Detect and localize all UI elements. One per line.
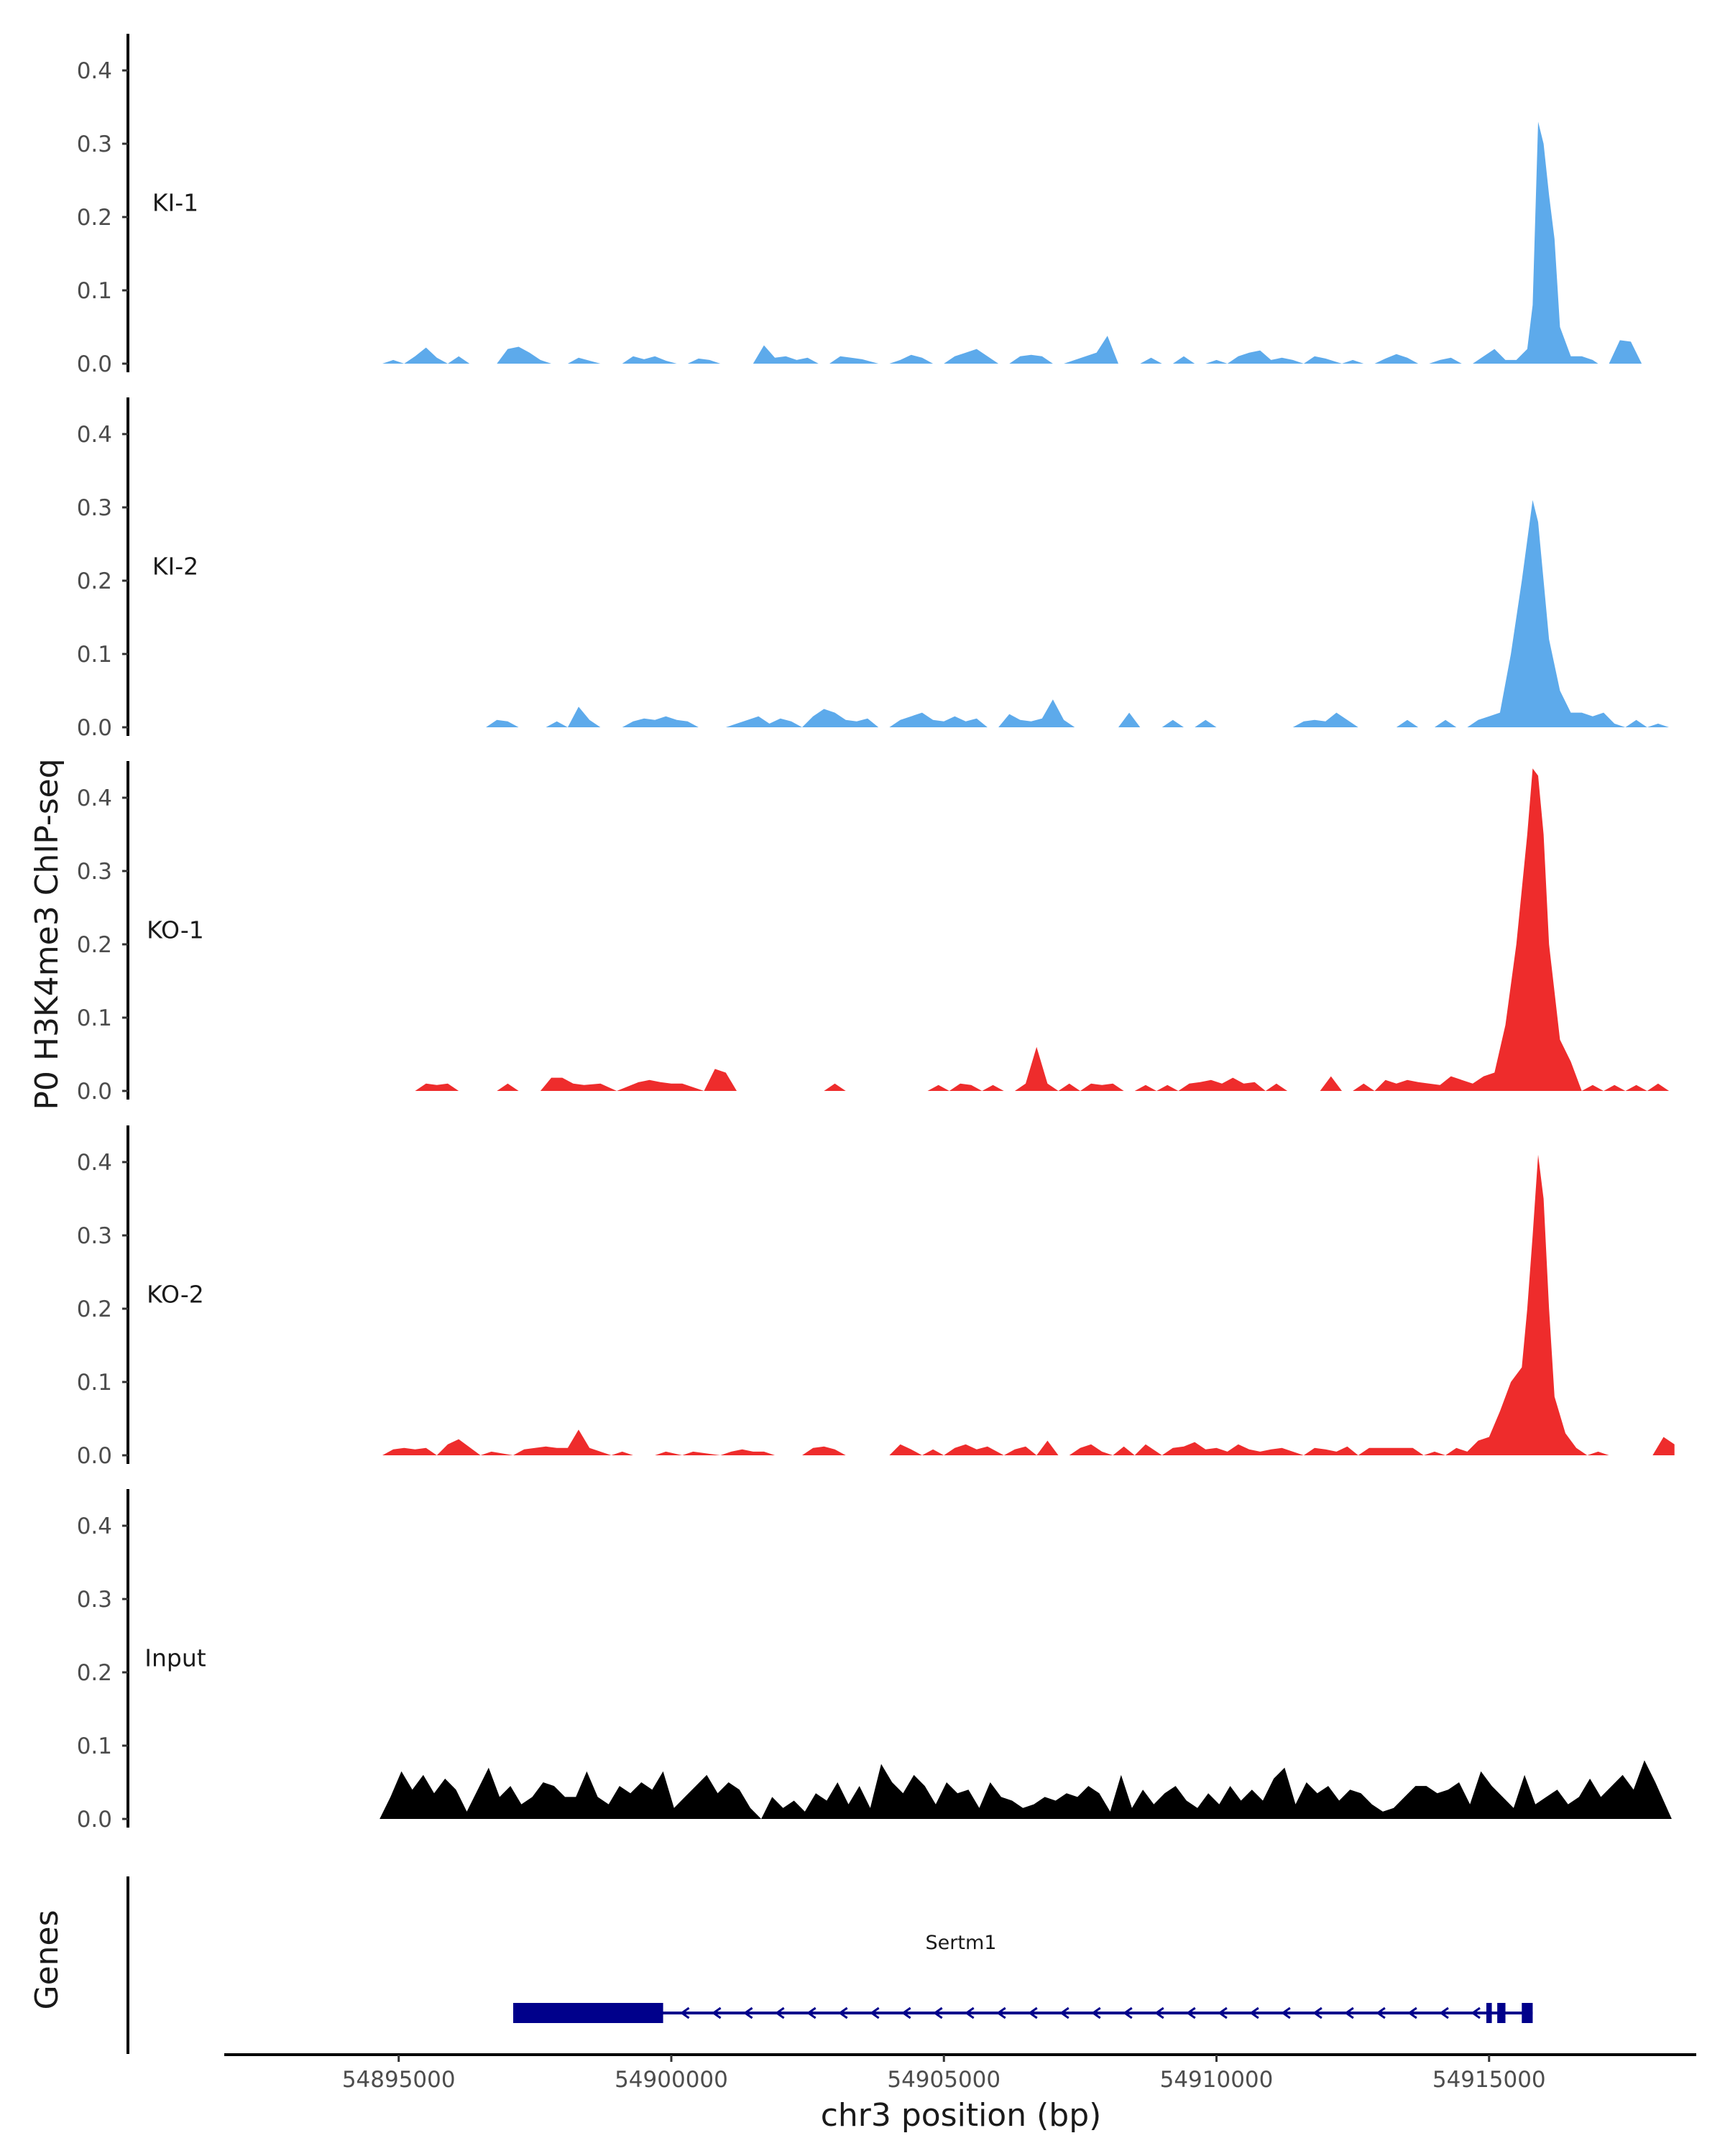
track-input: 0.0 0.1 0.2 0.3 0.4 Input <box>77 1489 1672 1833</box>
strand-arrow <box>711 2007 722 2019</box>
track-label: KI-2 <box>152 553 198 581</box>
strand-arrow <box>1344 2007 1354 2019</box>
x-tick-label: 54905000 <box>887 2067 1000 2093</box>
strand-arrow <box>1186 2007 1196 2019</box>
gene-panel: Genes Sertm1 <box>29 1876 1533 2054</box>
y-tick-label: 0.1 <box>77 642 112 668</box>
strand-arrow <box>1281 2007 1291 2019</box>
strand-arrow <box>965 2007 975 2019</box>
strand-arrow <box>838 2007 848 2019</box>
y-tick-label: 0.3 <box>77 1223 112 1249</box>
genes-track-label: Genes <box>29 1909 65 2009</box>
y-tick-label: 0.2 <box>77 205 112 231</box>
y-tick-label: 0.1 <box>77 278 112 304</box>
y-tick-label: 0.4 <box>77 1150 112 1176</box>
x-axis: 54895000 54900000 54905000 54910000 54915000… <box>224 2053 1696 2134</box>
strand-arrow <box>679 2007 690 2019</box>
strand-arrow <box>1123 2007 1133 2019</box>
signal-area-ko-1 <box>415 768 1670 1091</box>
track-label: KI-1 <box>152 189 198 217</box>
y-tick-label: 0.4 <box>77 786 112 811</box>
y-tick-label: 0.3 <box>77 1587 112 1613</box>
strand-arrow <box>775 2007 785 2019</box>
strand-arrow <box>806 2007 816 2019</box>
gene-exon-block <box>513 2003 663 2023</box>
signal-area-ko-2 <box>382 1154 1675 1455</box>
y-tick-label: 0.2 <box>77 1296 112 1322</box>
y-tick-label: 0.2 <box>77 1660 112 1686</box>
strand-arrow <box>1471 2007 1481 2019</box>
y-tick-label: 0.1 <box>77 1370 112 1396</box>
strand-arrow <box>1407 2007 1417 2019</box>
tracks-layer: 0.00.10.20.30.4KI-10.00.10.20.30.4KI-20.… <box>77 34 1675 1833</box>
strand-arrow <box>1218 2007 1228 2019</box>
track-label: KO-2 <box>147 1281 204 1309</box>
track-label: Input <box>144 1644 206 1672</box>
x-axis-title: chr3 position (bp) <box>821 2097 1102 2134</box>
x-tick-label: 54915000 <box>1432 2067 1546 2093</box>
track-ki-2: 0.0 0.1 0.2 0.3 0.4 KI-2 <box>77 397 1670 741</box>
y-tick-label: 0.0 <box>77 1807 112 1833</box>
gene-model-sertm1 <box>513 2003 1533 2023</box>
x-tick-label: 54895000 <box>342 2067 456 2093</box>
y-tick-label: 0.0 <box>77 1443 112 1469</box>
strand-arrow <box>1059 2007 1070 2019</box>
y-tick-label: 0.3 <box>77 495 112 521</box>
track-ki-1: 0.0 0.1 0.2 0.3 0.4 KI-1 <box>77 34 1642 377</box>
track-label: KO-1 <box>147 916 204 944</box>
y-tick-label: 0.1 <box>77 1005 112 1031</box>
gene-exon-block <box>1522 2003 1533 2023</box>
signal-area-ki-2 <box>486 499 1670 727</box>
y-tick-label: 0.1 <box>77 1733 112 1759</box>
y-tick-label: 0.0 <box>77 715 112 741</box>
y-tick-label: 0.4 <box>77 58 112 84</box>
gene-exon-block <box>1497 2003 1506 2023</box>
strand-arrow <box>1376 2007 1386 2019</box>
strand-arrow <box>1439 2007 1449 2019</box>
signal-area-input <box>380 1760 1672 1819</box>
strand-arrow <box>1249 2007 1259 2019</box>
strand-arrow <box>742 2007 753 2019</box>
y-tick-label: 0.4 <box>77 422 112 448</box>
strand-arrow <box>1154 2007 1164 2019</box>
strand-arrow <box>901 2007 911 2019</box>
y-tick-label: 0.3 <box>77 132 112 157</box>
strand-arrow <box>996 2007 1006 2019</box>
y-tick-label: 0.0 <box>77 1079 112 1105</box>
gene-name-label: Sertm1 <box>926 1932 997 1954</box>
y-tick-label: 0.3 <box>77 859 112 885</box>
y-axis-title: P0 H3K4me3 ChIP-seq <box>29 758 65 1110</box>
track-ko-1: 0.0 0.1 0.2 0.3 0.4 KO-1 <box>77 761 1670 1105</box>
strand-arrow <box>1091 2007 1101 2019</box>
strand-arrow <box>933 2007 943 2019</box>
x-tick-label: 54900000 <box>615 2067 728 2093</box>
x-tick-label: 54910000 <box>1160 2067 1274 2093</box>
y-tick-label: 0.2 <box>77 568 112 594</box>
strand-arrow <box>870 2007 880 2019</box>
y-tick-label: 0.4 <box>77 1514 112 1539</box>
gene-exon-block <box>1486 2003 1492 2023</box>
y-tick-label: 0.2 <box>77 932 112 958</box>
y-tick-label: 0.0 <box>77 351 112 377</box>
x-axis-ticks: 54895000 54900000 54905000 54910000 54915000 <box>342 2055 1546 2093</box>
strand-arrow <box>1312 2007 1322 2019</box>
track-ko-2: 0.0 0.1 0.2 0.3 0.4 KO-2 <box>77 1125 1675 1469</box>
strand-arrow <box>1028 2007 1038 2019</box>
signal-area-ki-1 <box>382 121 1642 364</box>
